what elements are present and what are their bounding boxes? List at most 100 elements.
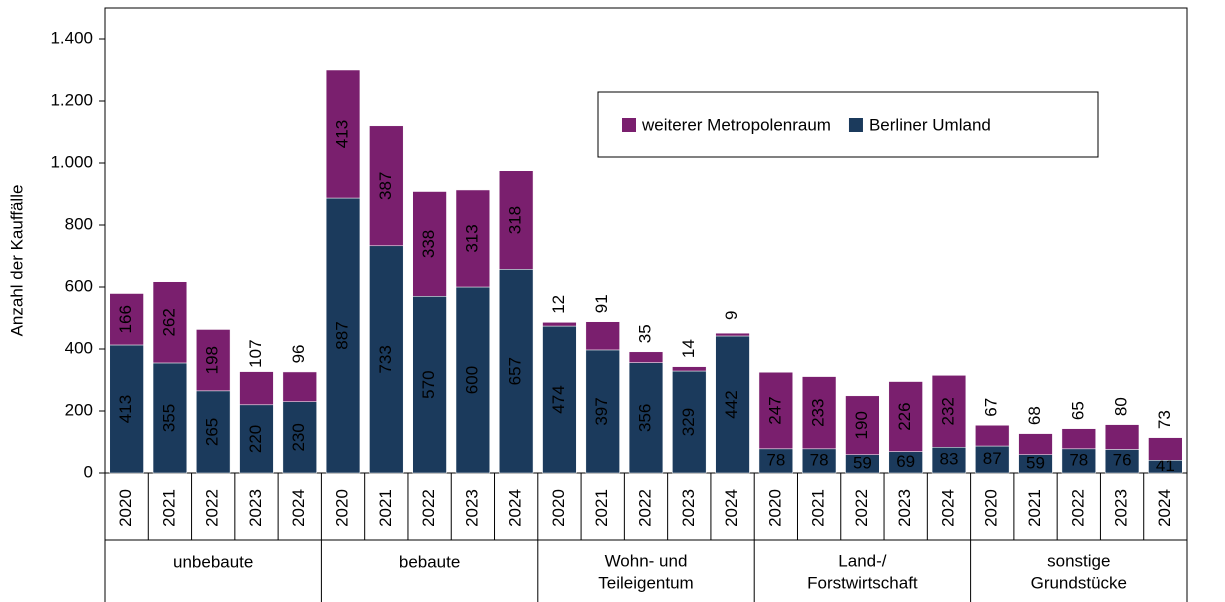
legend-label: weiterer Metropolenraum: [641, 115, 831, 134]
x-tick-label: 2020: [549, 489, 568, 527]
bar-segment: [1018, 433, 1053, 455]
value-label: 329: [679, 408, 698, 436]
bar-segment: [1148, 437, 1183, 461]
y-tick-label: 600: [65, 276, 93, 295]
bar-segment: [325, 69, 361, 199]
bar-segment: [196, 329, 231, 392]
bar-segment: [801, 448, 837, 474]
value-label: 318: [506, 206, 525, 234]
value-label: 59: [1026, 453, 1045, 472]
bar-segment: [325, 197, 361, 474]
value-label: 73: [1155, 410, 1174, 429]
y-tick-label: 400: [65, 338, 93, 357]
value-label: 78: [766, 450, 785, 469]
value-label: 166: [116, 305, 135, 333]
x-tick-label: 2024: [722, 489, 741, 527]
bar-segment: [369, 125, 404, 247]
value-label: 91: [592, 294, 611, 313]
x-tick-label: 2022: [419, 489, 438, 527]
bar-segment: [109, 293, 144, 346]
y-tick-label: 1.400: [50, 28, 93, 47]
value-label: 198: [203, 346, 222, 374]
group-label: sonstige: [1047, 551, 1110, 570]
bar-segment: [975, 445, 1010, 474]
x-tick-label: 2020: [333, 489, 352, 527]
value-label: 83: [939, 450, 958, 469]
bar-segment: [672, 366, 707, 372]
x-tick-label: 2022: [635, 489, 654, 527]
bar-segment: [715, 332, 750, 337]
bar-segment: [715, 335, 750, 474]
value-label: 35: [635, 324, 654, 343]
value-label: 220: [246, 425, 265, 453]
value-label: 887: [333, 321, 352, 349]
value-label: 80: [1112, 397, 1131, 416]
bar-segment: [585, 321, 620, 351]
bar-segment: [845, 395, 880, 455]
value-label: 107: [246, 339, 265, 367]
value-label: 78: [1069, 450, 1088, 469]
x-tick-label: 2022: [1068, 489, 1087, 527]
x-tick-label: 2020: [982, 489, 1001, 527]
bar-segment: [412, 191, 447, 297]
y-tick-label: 1.200: [50, 90, 93, 109]
x-tick-label: 2022: [852, 489, 871, 527]
value-label: 78: [810, 450, 829, 469]
x-tick-label: 2024: [938, 489, 957, 527]
x-tick-label: 2020: [116, 489, 135, 527]
x-tick-label: 2021: [376, 489, 395, 527]
value-label: 96: [289, 344, 308, 363]
value-label: 247: [765, 396, 784, 424]
legend-label: Berliner Umland: [869, 115, 991, 134]
bar-segment: [542, 325, 577, 474]
x-tick-label: 2021: [809, 489, 828, 527]
value-label: 67: [982, 398, 1001, 417]
y-axis-label: Anzahl der Kauffälle: [7, 185, 26, 337]
bar-segment: [628, 351, 664, 363]
bar-segment: [109, 344, 144, 474]
value-label: 570: [419, 370, 438, 398]
bar-segment: [758, 372, 793, 450]
legend-swatch: [848, 118, 863, 132]
bar-segment: [455, 286, 491, 474]
value-label: 413: [116, 395, 135, 423]
value-label: 87: [983, 449, 1002, 468]
value-label: 733: [376, 345, 395, 373]
value-label: 387: [376, 172, 395, 200]
bar-segment: [888, 381, 923, 452]
group-label: Wohn- und: [605, 551, 688, 570]
x-tick-label: 2024: [1155, 489, 1174, 527]
bar-segment: [239, 371, 274, 406]
value-label: 413: [333, 120, 352, 148]
y-tick-label: 200: [65, 400, 93, 419]
x-tick-label: 2024: [506, 489, 525, 527]
value-label: 442: [722, 390, 741, 418]
x-tick-label: 2024: [289, 489, 308, 527]
bar-segment: [758, 448, 793, 474]
value-label: 68: [1025, 406, 1044, 425]
bar-segment: [975, 425, 1010, 447]
bar-segment: [542, 322, 577, 327]
group-label: Forstwirtschaft: [807, 573, 918, 592]
value-label: 230: [289, 423, 308, 451]
x-tick-label: 2021: [1025, 489, 1044, 527]
value-label: 14: [679, 339, 698, 358]
value-label: 65: [1068, 401, 1087, 420]
bar-segment: [499, 170, 534, 270]
bar-segment: [1061, 428, 1096, 450]
x-tick-label: 2023: [679, 489, 698, 527]
x-tick-label: 2021: [159, 489, 178, 527]
group-label: Teileigentum: [598, 573, 693, 592]
y-tick-label: 1.000: [50, 152, 93, 171]
value-label: 657: [506, 357, 525, 385]
group-label: Land-/: [838, 551, 886, 570]
group-label: unbebaute: [173, 552, 253, 571]
bar-segment: [239, 404, 274, 474]
bar-segment: [282, 371, 317, 402]
bar-segment: [628, 362, 664, 474]
value-label: 226: [895, 402, 914, 430]
legend-box: [597, 91, 1099, 158]
x-tick-label: 2023: [246, 489, 265, 527]
value-label: 41: [1156, 456, 1175, 475]
